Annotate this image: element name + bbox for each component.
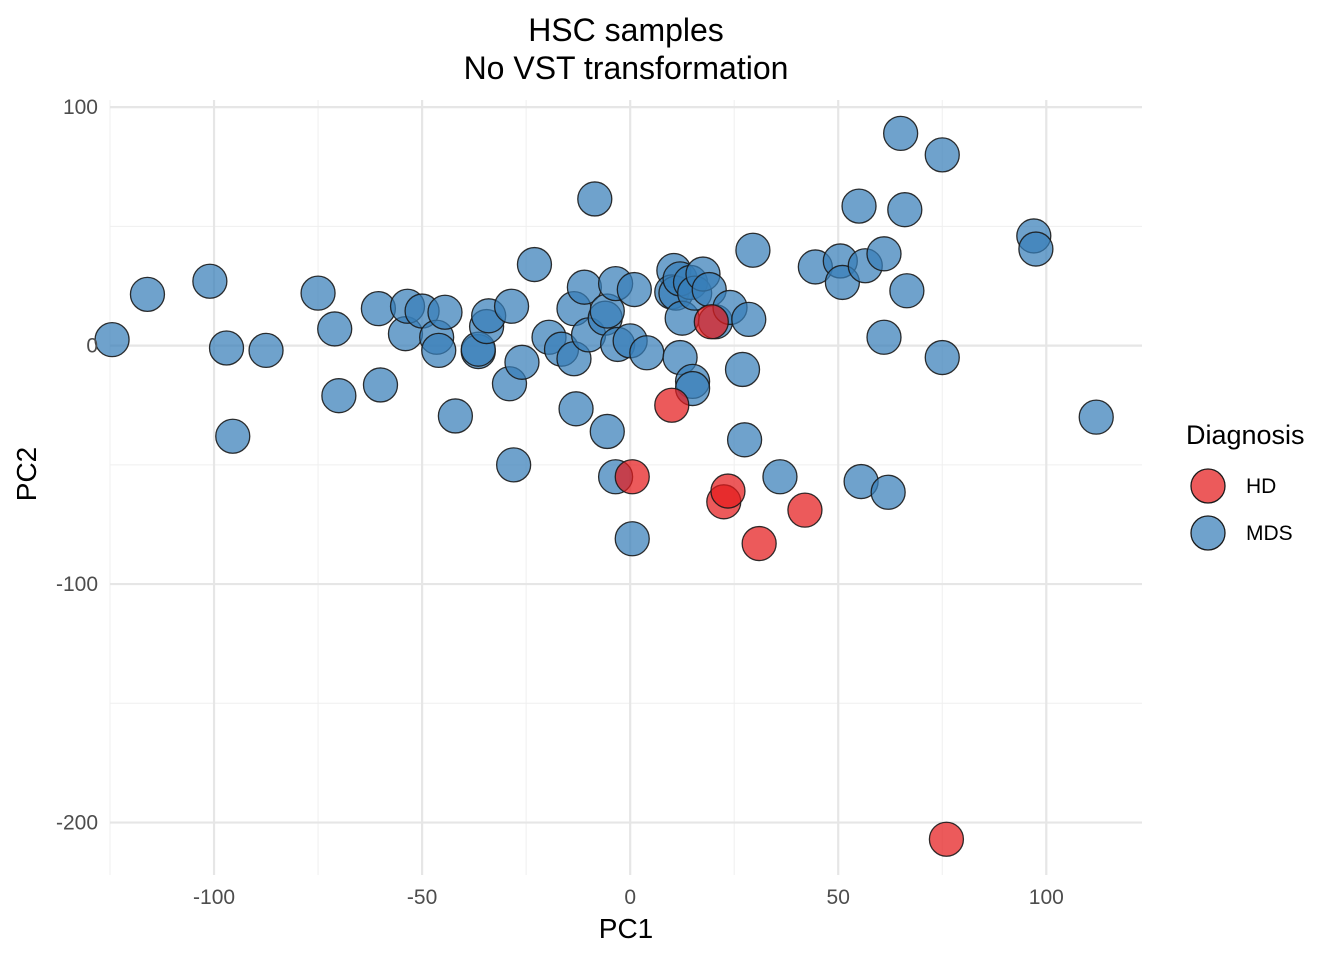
data-point-mds	[362, 367, 399, 403]
data-point-mds	[558, 391, 594, 427]
data-point-mds	[731, 301, 767, 338]
legend-key-hd	[1190, 468, 1226, 504]
data-point-mds	[924, 339, 960, 376]
data-point-hd	[614, 459, 650, 495]
legend-key-mds	[1190, 515, 1226, 551]
data-point-mds	[1078, 399, 1114, 435]
x-tick-label: -50	[407, 886, 437, 909]
legend: Diagnosis HD MDS	[1186, 420, 1305, 551]
data-point-hd	[710, 473, 746, 509]
data-point-mds	[504, 344, 540, 380]
data-point-mds	[589, 413, 625, 450]
y-tick-label: -200	[56, 812, 98, 835]
data-point-mds	[421, 332, 457, 369]
data-point-mds	[724, 351, 761, 388]
data-point-hd	[741, 525, 777, 562]
data-point-mds	[495, 447, 532, 483]
x-tick-label: -100	[193, 886, 235, 909]
data-point-mds	[889, 273, 925, 309]
chart-title: HSC samples	[528, 12, 724, 48]
data-point-mds	[300, 275, 336, 311]
y-axis-tick-labels: -200 -100 0 100	[56, 96, 98, 834]
data-point-mds	[215, 418, 251, 454]
data-point-mds	[192, 263, 228, 299]
data-point-hd	[693, 304, 729, 340]
legend-items: HD MDS	[1190, 468, 1293, 551]
x-axis-tick-labels: -100 -50 0 50 100	[193, 886, 1064, 909]
legend-title: Diagnosis	[1186, 420, 1305, 450]
data-point-mds	[208, 330, 245, 366]
data-point-mds	[248, 332, 284, 369]
data-point-mds	[841, 188, 877, 224]
data-point-mds	[616, 271, 652, 308]
legend-label-hd: HD	[1246, 475, 1276, 498]
data-point-mds	[924, 137, 960, 173]
data-point-mds	[94, 322, 130, 358]
legend-label-mds: MDS	[1246, 522, 1293, 545]
y-tick-label: -100	[56, 573, 98, 596]
data-point-mds	[493, 288, 530, 324]
chart-subtitle: No VST transformation	[464, 50, 789, 86]
data-point-mds	[735, 232, 771, 268]
major-gridlines	[110, 100, 1142, 875]
data-point-mds	[887, 192, 923, 228]
data-point-mds	[1018, 231, 1054, 267]
x-tick-label: 100	[1029, 886, 1064, 909]
data-point-hd	[654, 387, 690, 423]
data-point-mds	[762, 459, 798, 495]
data-point-hd	[928, 821, 965, 857]
data-point-hd	[787, 492, 823, 528]
data-point-mds	[614, 521, 650, 557]
data-point-mds	[437, 398, 474, 434]
y-axis-label: PC2	[11, 447, 42, 501]
data-point-mds	[577, 181, 613, 217]
data-point-mds	[317, 311, 353, 347]
x-tick-label: 50	[827, 886, 850, 909]
x-axis-label: PC1	[599, 913, 653, 944]
data-point-mds	[129, 276, 166, 312]
data-point-mds	[882, 115, 919, 152]
y-tick-label: 100	[63, 96, 98, 119]
data-point-mds	[870, 474, 906, 510]
x-tick-label: 0	[624, 886, 636, 909]
data-point-mds	[516, 246, 553, 283]
data-points	[94, 115, 1114, 857]
data-point-mds	[866, 319, 902, 355]
data-point-mds	[321, 378, 357, 414]
data-point-mds	[866, 236, 902, 272]
y-tick-label: 0	[86, 335, 98, 358]
data-point-mds	[427, 294, 463, 330]
data-point-mds	[726, 422, 763, 458]
data-point-mds	[629, 335, 665, 371]
